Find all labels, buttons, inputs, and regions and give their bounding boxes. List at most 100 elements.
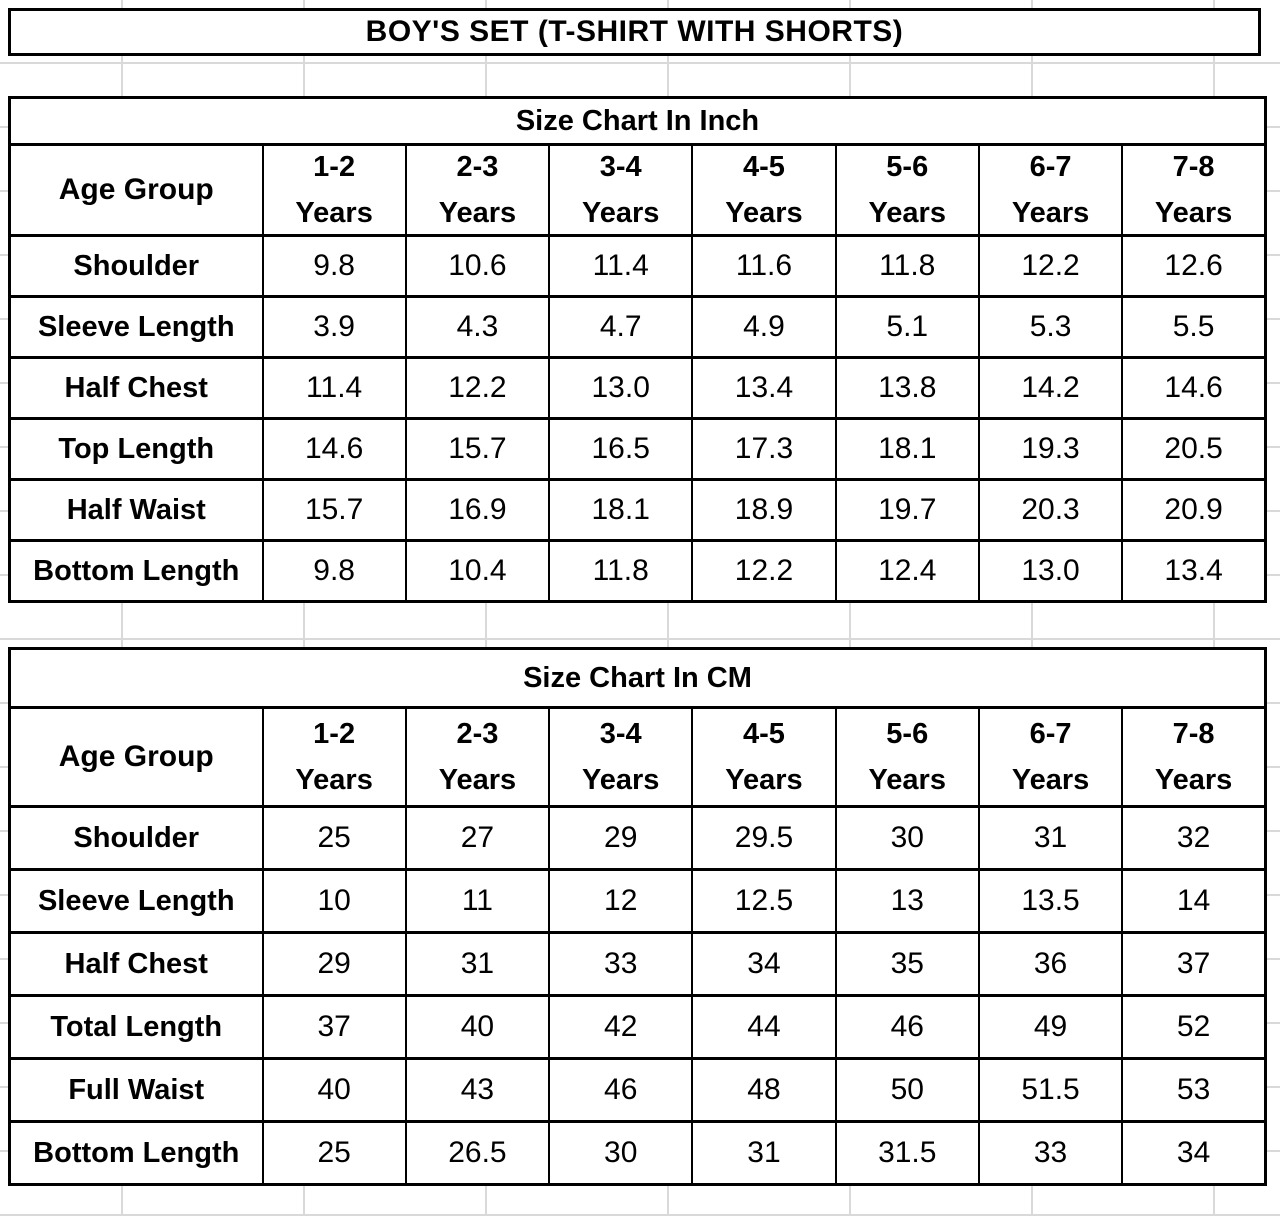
value-cell: 10.6 xyxy=(404,234,551,298)
table-title-row: Size Chart In Inch xyxy=(8,96,1267,146)
age-col-header: 6-7 Years xyxy=(977,706,1124,808)
age-col-header: 4-5 Years xyxy=(691,143,837,237)
age-header-row: Age Group 1-2 Years 2-3 Years 3-4 Years … xyxy=(8,706,1267,808)
age-years-label: Years xyxy=(1011,763,1090,796)
age-range: 3-4 xyxy=(599,151,642,184)
value-cell: 12.2 xyxy=(691,539,837,603)
row-label: Half Chest xyxy=(8,931,264,997)
table-row: Shoulder 9.8 10.6 11.4 11.6 11.8 12.2 12… xyxy=(8,234,1267,298)
age-range: 1-2 xyxy=(313,718,356,751)
age-years-label: Years xyxy=(1011,196,1090,229)
value-cell: 11.8 xyxy=(548,539,694,603)
value-cell: 13.0 xyxy=(977,539,1124,603)
value-cell: 48 xyxy=(691,1057,837,1123)
value-cell: 36 xyxy=(977,931,1124,997)
value-cell: 12.5 xyxy=(691,868,837,934)
value-cell: 10 xyxy=(261,868,407,934)
value-cell: 37 xyxy=(261,994,407,1060)
value-cell: 12.2 xyxy=(404,356,551,420)
value-cell: 13.5 xyxy=(977,868,1124,934)
value-cell: 32 xyxy=(1121,805,1267,871)
value-cell: 13.4 xyxy=(691,356,837,420)
value-cell: 34 xyxy=(1121,1120,1267,1186)
age-group-header: Age Group xyxy=(8,706,264,808)
table-row: Sleeve Length 3.9 4.3 4.7 4.9 5.1 5.3 5.… xyxy=(8,295,1267,359)
value-cell: 18.1 xyxy=(834,417,980,481)
value-cell: 13.4 xyxy=(1121,539,1267,603)
value-cell: 9.8 xyxy=(261,539,407,603)
table-row: Full Waist 40 43 46 48 50 51.5 53 xyxy=(8,1057,1267,1123)
age-range: 3-4 xyxy=(599,718,642,751)
age-col-header: 2-3 Years xyxy=(404,706,551,808)
value-cell: 16.5 xyxy=(548,417,694,481)
table-row: Half Waist 15.7 16.9 18.1 18.9 19.7 20.3… xyxy=(8,478,1267,542)
age-range: 5-6 xyxy=(886,151,929,184)
age-col-header: 4-5 Years xyxy=(691,706,837,808)
age-years-label: Years xyxy=(438,763,517,796)
value-cell: 16.9 xyxy=(404,478,551,542)
value-cell: 3.9 xyxy=(261,295,407,359)
age-years-label: Years xyxy=(1154,196,1233,229)
age-years-label: Years xyxy=(295,196,373,229)
value-cell: 11.6 xyxy=(691,234,837,298)
table-title: Size Chart In Inch xyxy=(8,96,1267,146)
value-cell: 12 xyxy=(548,868,694,934)
value-cell: 19.3 xyxy=(977,417,1124,481)
value-cell: 42 xyxy=(548,994,694,1060)
value-cell: 29 xyxy=(548,805,694,871)
value-cell: 13.0 xyxy=(548,356,694,420)
age-col-header: 3-4 Years xyxy=(548,143,694,237)
age-range: 6-7 xyxy=(1029,151,1072,184)
value-cell: 34 xyxy=(691,931,837,997)
value-cell: 20.9 xyxy=(1121,478,1267,542)
value-cell: 14.6 xyxy=(261,417,407,481)
row-label: Top Length xyxy=(8,417,264,481)
age-range: 2-3 xyxy=(456,718,499,751)
value-cell: 18.1 xyxy=(548,478,694,542)
age-years-label: Years xyxy=(725,196,803,229)
value-cell: 14 xyxy=(1121,868,1267,934)
value-cell: 27 xyxy=(404,805,551,871)
table-row: Half Chest 11.4 12.2 13.0 13.4 13.8 14.2… xyxy=(8,356,1267,420)
value-cell: 11.4 xyxy=(548,234,694,298)
value-cell: 53 xyxy=(1121,1057,1267,1123)
value-cell: 5.3 xyxy=(977,295,1124,359)
table-row: Bottom Length 9.8 10.4 11.8 12.2 12.4 13… xyxy=(8,539,1267,603)
value-cell: 50 xyxy=(834,1057,980,1123)
value-cell: 15.7 xyxy=(261,478,407,542)
table-title: Size Chart In CM xyxy=(8,647,1267,709)
age-col-header: 3-4 Years xyxy=(548,706,694,808)
value-cell: 31 xyxy=(977,805,1124,871)
value-cell: 20.3 xyxy=(977,478,1124,542)
row-label: Sleeve Length xyxy=(8,295,264,359)
age-range: 2-3 xyxy=(456,151,499,184)
row-label: Half Chest xyxy=(8,356,264,420)
value-cell: 5.5 xyxy=(1121,295,1267,359)
row-label: Half Waist xyxy=(8,478,264,542)
table-row: Bottom Length 25 26.5 30 31 31.5 33 34 xyxy=(8,1120,1267,1186)
row-label: Sleeve Length xyxy=(8,868,264,934)
table-row: Sleeve Length 10 11 12 12.5 13 13.5 14 xyxy=(8,868,1267,934)
age-col-header: 6-7 Years xyxy=(977,143,1124,237)
age-col-header: 2-3 Years xyxy=(404,143,551,237)
age-header-row: Age Group 1-2 Years 2-3 Years 3-4 Years … xyxy=(8,143,1267,237)
value-cell: 29 xyxy=(261,931,407,997)
age-range: 5-6 xyxy=(886,718,929,751)
age-range: 4-5 xyxy=(743,151,785,184)
value-cell: 33 xyxy=(977,1120,1124,1186)
value-cell: 25 xyxy=(261,1120,407,1186)
value-cell: 13.8 xyxy=(834,356,980,420)
value-cell: 43 xyxy=(404,1057,551,1123)
age-years-label: Years xyxy=(581,196,660,229)
row-label: Shoulder xyxy=(8,234,264,298)
age-years-label: Years xyxy=(725,763,803,796)
value-cell: 31.5 xyxy=(834,1120,980,1186)
table-title-row: Size Chart In CM xyxy=(8,647,1267,709)
value-cell: 31 xyxy=(404,931,551,997)
value-cell: 29.5 xyxy=(691,805,837,871)
age-col-header: 5-6 Years xyxy=(834,143,980,237)
value-cell: 25 xyxy=(261,805,407,871)
value-cell: 20.5 xyxy=(1121,417,1267,481)
value-cell: 31 xyxy=(691,1120,837,1186)
age-years-label: Years xyxy=(295,763,373,796)
